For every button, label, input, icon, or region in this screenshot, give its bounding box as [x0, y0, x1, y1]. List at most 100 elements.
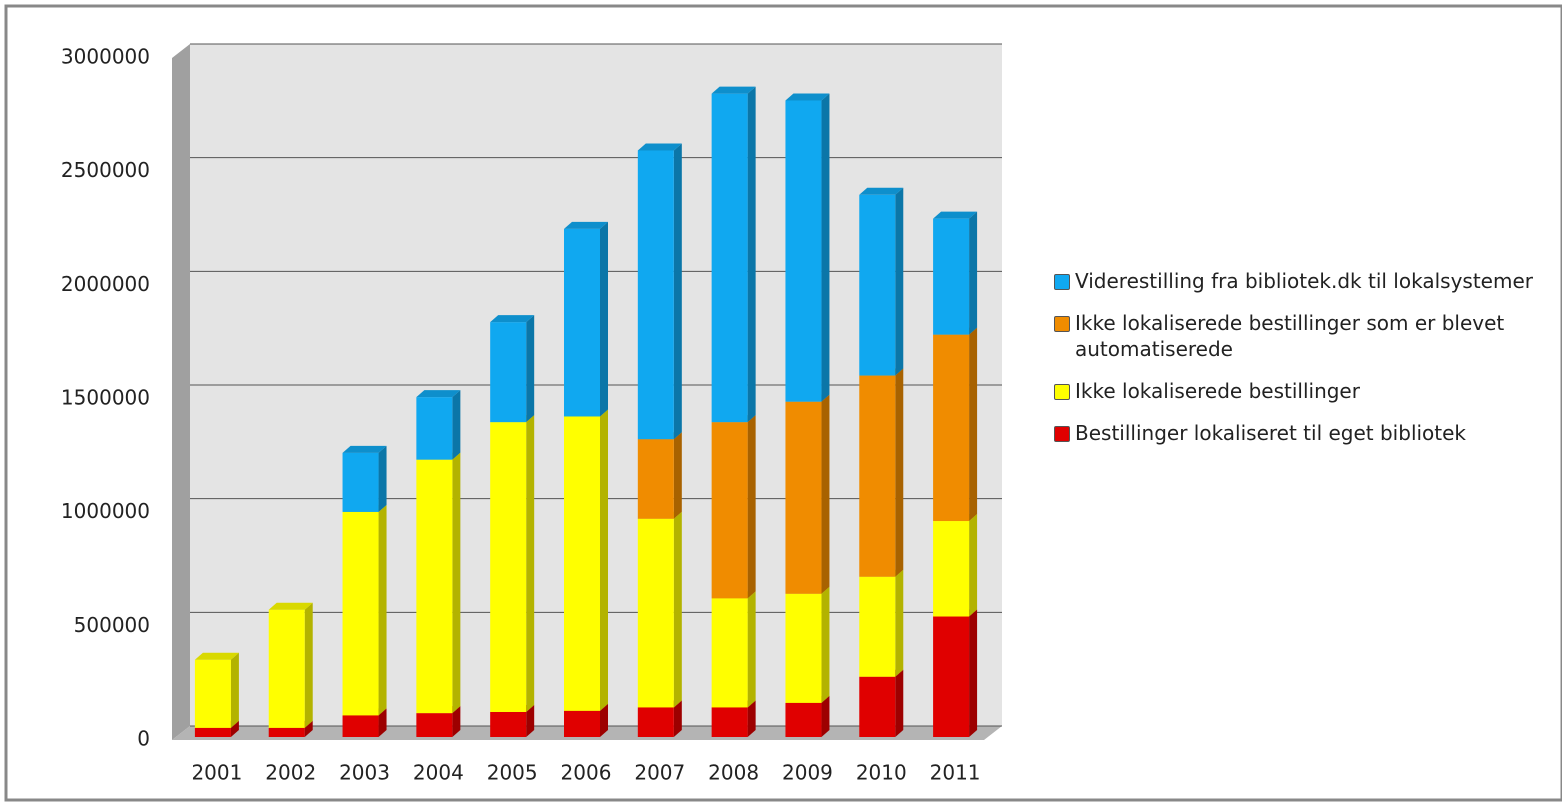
bar — [785, 100, 822, 402]
bar-side — [600, 221, 608, 417]
legend-item: Bestillinger lokaliseret til eget biblio… — [1054, 420, 1559, 446]
bar-side — [230, 720, 239, 737]
bar-top — [637, 143, 682, 151]
side-wall — [172, 44, 190, 740]
bar-side — [969, 211, 978, 335]
bar-top — [933, 211, 978, 219]
bar-side — [304, 602, 313, 728]
bar — [416, 713, 453, 737]
bar — [490, 322, 527, 423]
bar-top — [859, 187, 904, 195]
bar-side — [747, 86, 756, 423]
bar — [859, 576, 896, 677]
bar-side — [378, 445, 387, 512]
bar-side — [452, 452, 461, 714]
bar — [637, 150, 674, 440]
bar-side — [526, 704, 535, 737]
bar-side — [969, 609, 978, 737]
bar-side — [452, 390, 461, 460]
bar — [711, 707, 748, 737]
bar-side — [600, 409, 608, 711]
bar — [416, 397, 453, 460]
y-tick-label: 1500000 — [61, 386, 150, 410]
bar — [564, 710, 600, 737]
bar-top — [564, 221, 608, 229]
bar-side — [895, 569, 904, 677]
bar-top — [416, 390, 461, 398]
bar-side — [526, 315, 535, 423]
bar — [490, 711, 527, 737]
y-tick-label: 3000000 — [61, 45, 150, 69]
x-tick-label: 2008 — [708, 761, 759, 785]
legend-swatch — [1054, 384, 1070, 400]
bar — [933, 334, 970, 522]
bar — [933, 616, 970, 737]
bar-side — [600, 703, 608, 737]
bar-side — [378, 708, 387, 737]
bar — [933, 218, 970, 335]
bar — [859, 676, 896, 737]
legend-item: Ikke lokaliserede bestillinger — [1054, 378, 1559, 404]
bar — [711, 598, 748, 708]
legend: Viderestilling fra bibliotek.dk til loka… — [1054, 268, 1559, 462]
bar-top — [268, 602, 313, 610]
bar — [859, 194, 896, 376]
bar — [416, 459, 453, 714]
x-tick-label: 2009 — [782, 761, 833, 785]
x-tick-label: 2007 — [634, 761, 685, 785]
bar-side — [673, 700, 682, 737]
bar-side — [895, 669, 904, 737]
bar — [859, 375, 896, 577]
bar — [711, 422, 748, 599]
y-tick-label: 500000 — [74, 613, 150, 637]
bar-side — [673, 432, 682, 519]
bar-side — [304, 720, 313, 737]
bar-top — [711, 86, 756, 94]
bar — [785, 593, 822, 703]
bar-side — [895, 187, 904, 376]
bar — [785, 401, 822, 594]
bar — [637, 439, 674, 519]
legend-label: Ikke lokaliserede bestillinger — [1075, 379, 1360, 403]
bar — [933, 521, 970, 617]
bar-side — [969, 514, 978, 617]
bar — [637, 707, 674, 737]
y-tick-label: 0 — [137, 727, 150, 751]
x-tick-label: 2003 — [339, 761, 390, 785]
bar-side — [969, 327, 978, 522]
bar — [268, 609, 305, 728]
bar-side — [821, 394, 830, 594]
bar-side — [821, 93, 830, 402]
x-tick-label: 2004 — [413, 761, 464, 785]
bar-top — [490, 315, 535, 323]
bar — [194, 727, 231, 737]
bar — [342, 452, 379, 512]
bar — [564, 228, 600, 417]
y-tick-label: 2500000 — [61, 158, 150, 182]
bar-side — [673, 511, 682, 708]
legend-item: Viderestilling fra bibliotek.dk til loka… — [1054, 268, 1559, 294]
bar-side — [378, 504, 387, 716]
bar — [268, 727, 305, 737]
y-tick-label: 1000000 — [61, 499, 150, 523]
bar — [490, 422, 527, 712]
bar — [711, 93, 748, 423]
x-tick-label: 2005 — [487, 761, 538, 785]
bar — [342, 715, 379, 737]
bar — [194, 659, 231, 728]
bar-side — [895, 368, 904, 577]
bar-side — [821, 695, 830, 737]
bar-side — [526, 415, 535, 712]
x-tick-label: 2011 — [930, 761, 981, 785]
legend-label: Ikke lokaliserede bestillinger som er bl… — [1075, 311, 1505, 361]
legend-label: Bestillinger lokaliseret til eget biblio… — [1075, 421, 1467, 445]
bar — [637, 518, 674, 708]
legend-swatch — [1054, 274, 1070, 290]
bar — [785, 702, 822, 737]
bar-side — [230, 652, 239, 728]
x-tick-label: 2002 — [265, 761, 316, 785]
bar-top — [194, 652, 239, 660]
legend-swatch — [1054, 426, 1070, 442]
